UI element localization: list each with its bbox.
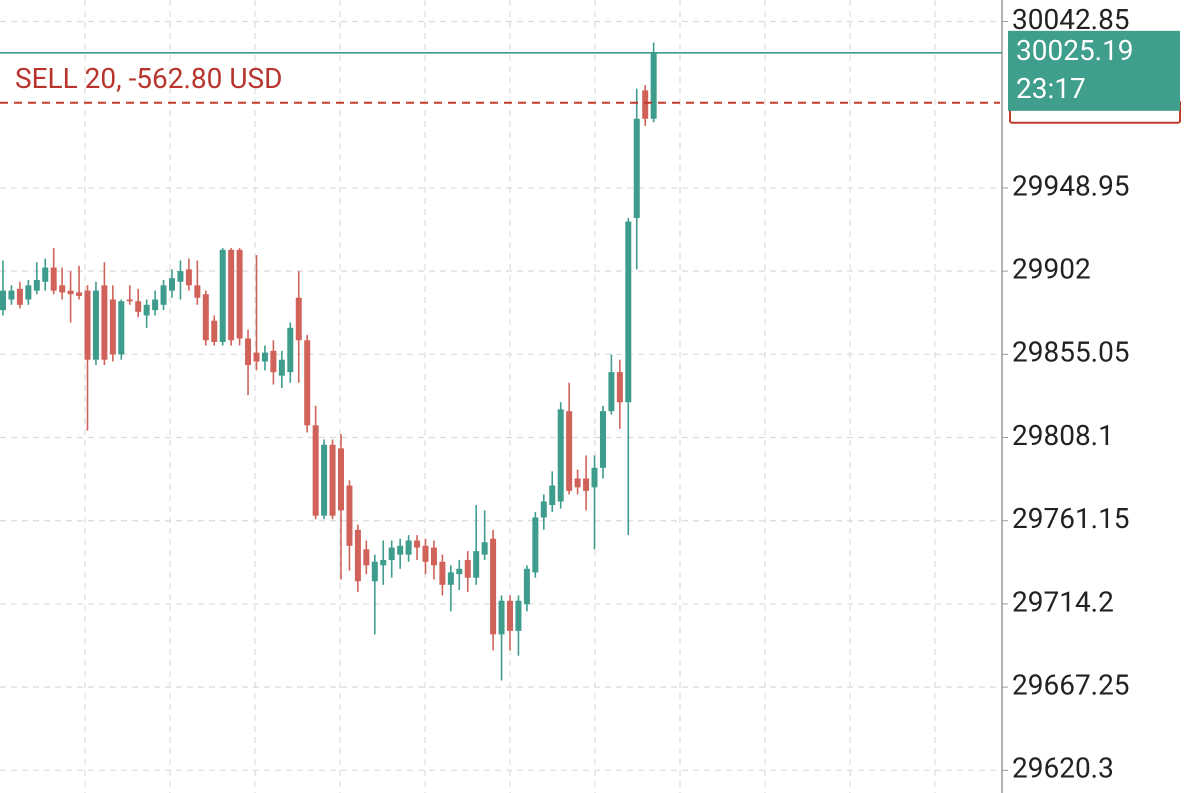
candle-body <box>152 299 159 311</box>
candle-body <box>608 372 615 412</box>
candle-body <box>591 467 598 488</box>
candle-body <box>185 269 192 286</box>
candle-body <box>616 372 623 403</box>
candle-body <box>8 290 15 300</box>
candle-body <box>261 352 268 362</box>
candle-body <box>430 547 437 566</box>
candle-body <box>380 559 387 566</box>
candle-body <box>312 425 319 516</box>
candle-body <box>447 572 454 585</box>
candle-body <box>202 294 209 341</box>
candle-body <box>25 285 32 300</box>
candle-body <box>625 221 632 403</box>
candle-body <box>338 448 344 511</box>
candle-body <box>76 292 83 296</box>
candle-body <box>160 285 167 305</box>
candle-body <box>101 285 108 360</box>
candle-body <box>439 561 446 585</box>
y-tick-label: 29714.2 <box>1012 585 1114 618</box>
candle-body <box>33 279 40 291</box>
candle-body <box>371 561 378 582</box>
candle-body <box>566 411 573 491</box>
candle-body <box>574 478 581 488</box>
candle-body <box>498 600 505 635</box>
candle-body <box>422 545 429 562</box>
candle-body <box>490 538 497 635</box>
candle-body <box>59 285 66 293</box>
candle-body <box>583 478 590 491</box>
candle-body <box>278 359 285 376</box>
candle-body <box>354 529 361 582</box>
candle-body <box>414 540 421 548</box>
candle-body <box>67 290 74 295</box>
candle-body <box>177 271 184 282</box>
candle-body <box>245 338 252 366</box>
candle-body <box>211 320 218 343</box>
candle-body <box>633 118 640 218</box>
candle-body <box>540 501 547 518</box>
candle-body <box>287 327 294 373</box>
y-tick-label: 29620.3 <box>1012 752 1114 785</box>
y-tick-label: 30042.85 <box>1012 3 1130 36</box>
candle-body <box>295 297 302 341</box>
y-tick-label: 29761.15 <box>1012 502 1130 535</box>
y-tick-label: 29808.1 <box>1012 419 1114 452</box>
candle-body <box>42 267 49 282</box>
y-tick-label: 29902 <box>1012 253 1091 286</box>
candle-body <box>642 90 649 119</box>
time-left-label: 23:17 <box>1016 72 1086 105</box>
candle-body <box>599 411 606 468</box>
candle-body <box>346 485 353 546</box>
candle-body <box>143 304 150 316</box>
candle-body <box>236 249 243 339</box>
candle-body <box>557 409 564 502</box>
candle-body <box>84 290 91 360</box>
candle-body <box>50 267 57 291</box>
candle-body <box>481 542 488 555</box>
candle-body <box>523 568 530 605</box>
candle-body <box>109 299 116 355</box>
price-label: 30025.19 <box>1016 34 1134 67</box>
candle-body <box>549 485 556 506</box>
candle-body <box>253 352 260 362</box>
candle-body <box>321 444 328 516</box>
y-tick-label: 29855.05 <box>1012 336 1130 369</box>
candle-body <box>405 540 412 555</box>
candle-body <box>304 340 311 426</box>
candle-body <box>456 568 463 575</box>
candle-body <box>515 600 522 631</box>
vertical-grid <box>84 0 936 793</box>
candle-body <box>329 444 336 516</box>
candle-body <box>228 249 235 341</box>
candle-body <box>118 301 125 355</box>
candle-body <box>135 301 142 312</box>
candle-body <box>464 559 471 578</box>
candle-body <box>16 288 23 305</box>
candle-body <box>650 52 657 119</box>
candle-body <box>194 285 201 298</box>
y-tick-label: 29948.95 <box>1012 169 1130 202</box>
candle-body <box>363 549 370 566</box>
candle-body <box>219 249 226 343</box>
price-box <box>1008 30 1180 111</box>
candle-body <box>397 545 404 555</box>
y-tick-label: 29667.25 <box>1012 669 1130 702</box>
order-label: SELL 20, -562.80 USD <box>15 62 282 95</box>
candle-body <box>270 350 277 373</box>
candle-body <box>92 290 99 360</box>
candle-body <box>0 290 6 311</box>
candle-body <box>126 299 133 302</box>
candle-body <box>388 547 395 560</box>
candle-body <box>532 517 539 573</box>
candle-body <box>169 278 175 291</box>
candle-body <box>473 551 480 578</box>
candle-body <box>507 600 513 631</box>
